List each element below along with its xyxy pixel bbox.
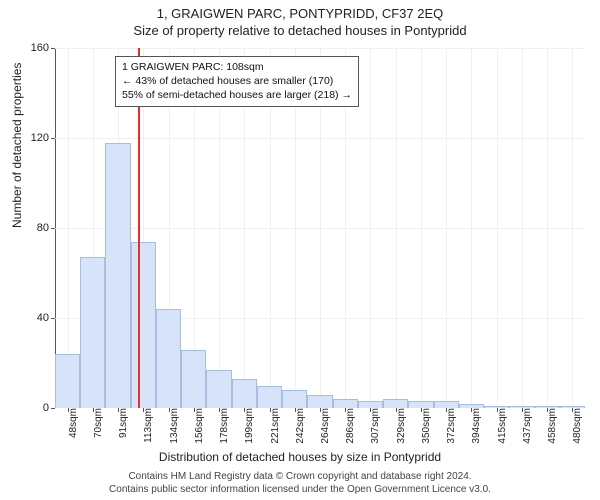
xtick-label: 156sqm [190,408,205,444]
histogram-bar [80,257,105,408]
ytick-label: 40 [37,312,55,324]
page-title: 1, GRAIGWEN PARC, PONTYPRIDD, CF37 2EQ [0,0,600,21]
xtick-label: 113sqm [139,408,154,443]
x-axis-label: Distribution of detached houses by size … [0,450,600,464]
footer-attribution: Contains HM Land Registry data © Crown c… [0,471,600,496]
xtick-label: 329sqm [392,408,407,444]
annotation-line: 1 GRAIGWEN PARC: 108sqm [122,60,352,74]
xtick-label: 91sqm [114,408,129,438]
xtick-label: 221sqm [266,408,281,444]
histogram-bar [257,386,282,409]
histogram-bar [383,399,408,408]
histogram-chart: 0408012016048sqm70sqm91sqm113sqm134sqm15… [55,48,585,408]
histogram-bar [131,242,156,409]
xtick-label: 480sqm [568,408,583,444]
annotation-line: 55% of semi-detached houses are larger (… [122,88,352,102]
histogram-bar [105,143,130,409]
xtick-label: 350sqm [417,408,432,444]
gridline-v [446,48,447,408]
xtick-label: 70sqm [89,408,104,438]
histogram-bar [156,309,181,408]
histogram-bar [333,399,358,408]
xtick-label: 458sqm [543,408,558,444]
gridline-v [471,48,472,408]
gridline-v [421,48,422,408]
gridline-v [572,48,573,408]
histogram-bar [434,401,459,408]
gridline-v [522,48,523,408]
histogram-bar [181,350,206,409]
xtick-label: 437sqm [518,408,533,444]
histogram-bar [358,401,383,408]
xtick-label: 178sqm [215,408,230,444]
ytick-label: 160 [31,42,55,54]
annotation-line: ← 43% of detached houses are smaller (17… [122,74,352,88]
xtick-label: 415sqm [493,408,508,444]
xtick-label: 134sqm [165,408,180,444]
histogram-bar [232,379,257,408]
plot-region: 0408012016048sqm70sqm91sqm113sqm134sqm15… [55,48,585,408]
xtick-label: 372sqm [442,408,457,444]
histogram-bar [408,401,433,408]
ytick-label: 120 [31,132,55,144]
xtick-label: 242sqm [291,408,306,444]
gridline-v [547,48,548,408]
histogram-bar [55,354,80,408]
annotation-box: 1 GRAIGWEN PARC: 108sqm← 43% of detached… [115,56,359,107]
y-axis-label: Number of detached properties [10,63,24,228]
xtick-label: 48sqm [64,408,79,438]
ytick-label: 80 [37,222,55,234]
xtick-label: 264sqm [316,408,331,444]
gridline-v [370,48,371,408]
footer-line-1: Contains HM Land Registry data © Crown c… [0,471,600,484]
xtick-label: 307sqm [366,408,381,444]
footer-line-2: Contains public sector information licen… [0,484,600,497]
page-subtitle: Size of property relative to detached ho… [0,21,600,38]
ytick-label: 0 [43,402,55,414]
gridline-v [497,48,498,408]
xtick-label: 394sqm [467,408,482,444]
xtick-label: 199sqm [240,408,255,444]
histogram-bar [282,390,307,408]
histogram-bar [206,370,231,408]
gridline-v [396,48,397,408]
histogram-bar [307,395,332,409]
xtick-label: 286sqm [341,408,356,444]
